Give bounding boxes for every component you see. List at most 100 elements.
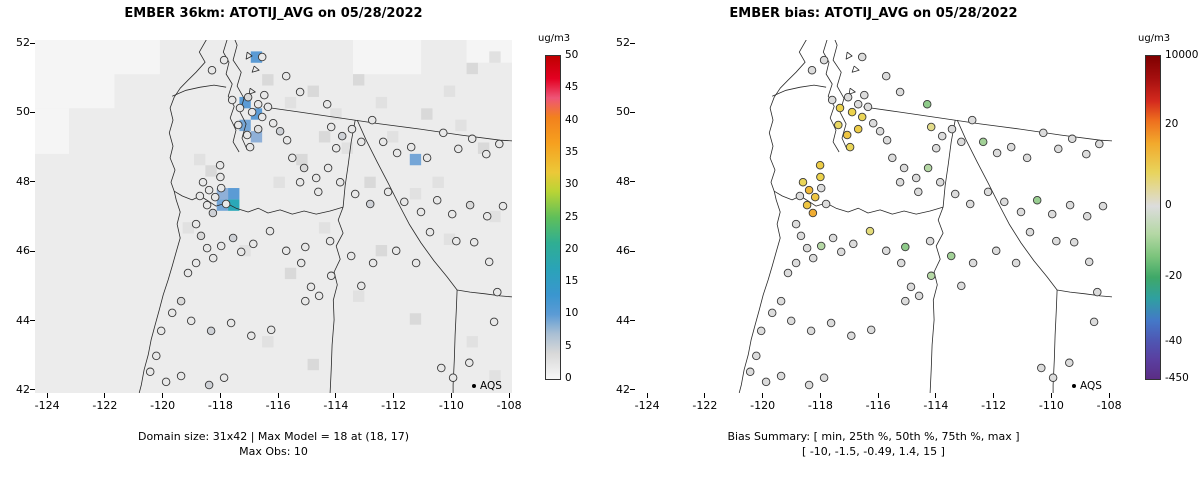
raster-cell	[318, 222, 331, 234]
x-tick-label: -124	[34, 399, 60, 412]
station-marker	[263, 102, 273, 112]
station-marker	[992, 148, 1002, 158]
station-marker	[901, 242, 910, 252]
station-marker	[260, 90, 269, 100]
station-marker	[1032, 195, 1042, 205]
station-marker	[899, 163, 909, 173]
station-marker	[326, 271, 336, 281]
y-tick-label: 48	[616, 174, 630, 188]
x-tick-label: -114	[323, 399, 349, 412]
map-border-line	[738, 40, 807, 393]
bias-panel: EMBER bias: ATOTIJ_AVG on 05/28/2022 AQS…	[600, 0, 1200, 479]
station-marker	[383, 187, 393, 197]
station-marker	[1084, 257, 1094, 267]
map-border-line	[222, 40, 240, 153]
y-tick-mark	[30, 389, 35, 391]
raster-cell	[318, 131, 331, 143]
station-marker	[922, 99, 932, 109]
y-tick-label: 42	[16, 382, 30, 396]
station-marker	[347, 124, 357, 134]
station-marker	[1011, 258, 1021, 268]
station-marker	[465, 200, 475, 210]
station-marker	[265, 226, 275, 236]
station-marker	[843, 92, 853, 102]
station-marker	[906, 282, 916, 292]
colorbar-tick-label: 40	[565, 113, 579, 126]
x-tick-mark	[646, 393, 648, 398]
map-border-line	[251, 65, 260, 73]
station-marker	[266, 325, 276, 335]
map-border-line	[452, 289, 458, 393]
station-marker	[821, 199, 831, 209]
station-marker	[1065, 200, 1075, 210]
station-marker	[1052, 236, 1061, 246]
raster-cell	[421, 108, 433, 120]
station-marker	[849, 239, 858, 249]
station-marker	[1082, 149, 1091, 159]
y-tick-label: 50	[16, 105, 30, 119]
map-border-line	[832, 40, 848, 151]
map-border-line	[342, 120, 356, 208]
station-marker	[752, 351, 761, 361]
map-border-line	[1052, 289, 1058, 393]
y-tick-mark	[630, 111, 635, 113]
station-marker	[935, 177, 945, 187]
bias-panel-title: EMBER bias: ATOTIJ_AVG on 05/28/2022	[729, 6, 1018, 21]
colorbar-tick-label: 15	[565, 275, 579, 288]
raster-cell	[273, 176, 285, 189]
x-tick-label: -118	[207, 399, 233, 412]
station-marker	[828, 233, 838, 243]
station-marker	[937, 131, 947, 141]
station-marker	[807, 65, 817, 75]
raster-cell	[250, 51, 263, 63]
station-marker	[810, 192, 820, 202]
raster-region	[35, 40, 115, 109]
station-marker	[296, 258, 306, 268]
stations-layer	[745, 52, 1108, 390]
station-marker	[186, 316, 196, 326]
station-marker	[834, 120, 843, 130]
station-marker	[776, 371, 786, 381]
station-marker	[437, 363, 446, 373]
y-tick-mark	[30, 181, 35, 183]
map-border-line	[232, 40, 248, 151]
station-marker	[806, 326, 816, 336]
x-tick-label: -108	[1096, 399, 1122, 412]
bias-map-plot: AQS	[635, 40, 1112, 393]
station-marker	[167, 308, 177, 318]
station-marker	[235, 103, 245, 113]
map-border-line	[356, 119, 458, 291]
station-marker	[281, 71, 291, 81]
raster-cell	[307, 85, 319, 97]
station-marker	[926, 122, 936, 132]
x-tick-label: -116	[265, 399, 291, 412]
station-marker	[196, 231, 206, 241]
x-tick-mark	[219, 393, 221, 398]
station-marker	[857, 112, 867, 122]
station-marker	[925, 236, 935, 246]
station-marker	[791, 258, 801, 268]
station-marker	[249, 239, 258, 249]
x-tick-mark	[162, 393, 164, 398]
station-marker	[411, 258, 421, 268]
station-marker	[204, 185, 214, 195]
map-border-line	[848, 87, 856, 95]
map-border-line	[845, 51, 853, 60]
aqs-dot-icon	[472, 384, 476, 388]
raster-cell	[466, 62, 478, 75]
station-marker	[357, 281, 366, 291]
bias-summary-caption: Bias Summary: [ min, 25th %, 50th %, 75t…	[727, 430, 1020, 443]
colorbar-tick-label: 10000	[1165, 49, 1199, 61]
y-tick-label: 46	[16, 244, 30, 258]
map-outlines-layer	[138, 40, 512, 393]
raster-cell	[262, 74, 274, 86]
station-marker	[914, 187, 923, 197]
x-tick-mark	[450, 393, 452, 398]
raster-cell	[477, 142, 490, 154]
station-marker	[853, 99, 863, 109]
map-border-line	[772, 84, 827, 97]
raster-cell	[489, 51, 501, 63]
station-marker	[454, 144, 463, 154]
raster-cell	[194, 153, 206, 166]
raster-cell	[250, 108, 263, 120]
